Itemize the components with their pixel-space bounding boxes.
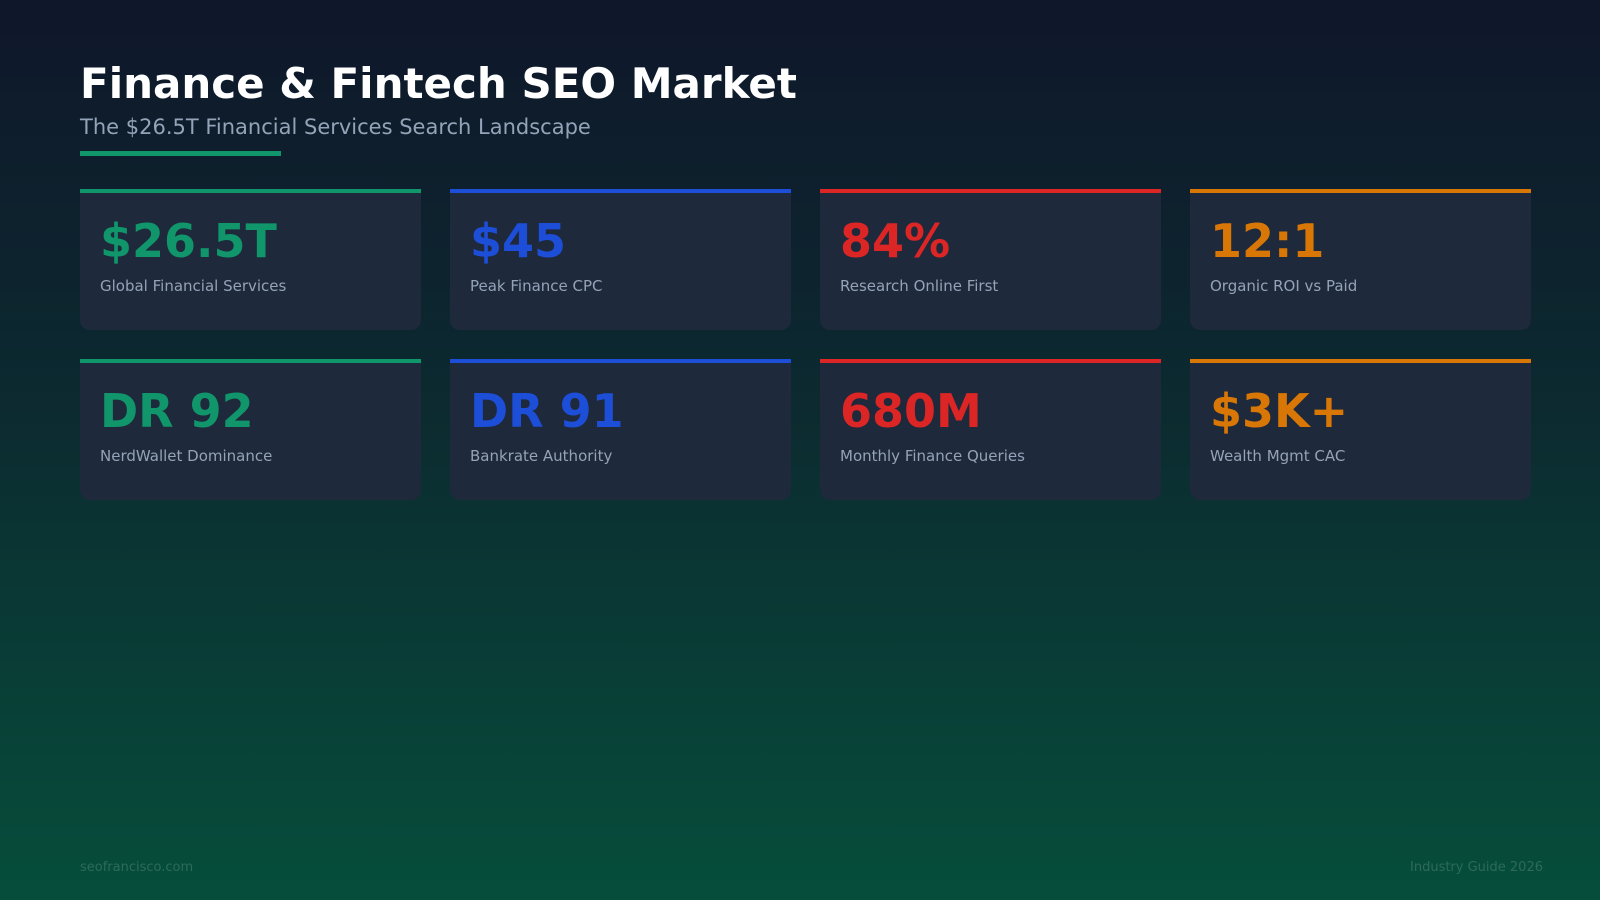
- stats-grid: $26.5T Global Financial Services $45 Pea…: [80, 189, 1531, 500]
- page-subtitle: The $26.5T Financial Services Search Lan…: [80, 115, 591, 139]
- stat-value: $3K+: [1210, 384, 1349, 438]
- stat-card: $3K+ Wealth Mgmt CAC: [1190, 359, 1531, 500]
- stat-value: $45: [470, 214, 567, 268]
- stat-label: Bankrate Authority: [470, 447, 613, 465]
- stat-card: 12:1 Organic ROI vs Paid: [1190, 189, 1531, 330]
- stat-card: 84% Research Online First: [820, 189, 1161, 330]
- stat-card: $45 Peak Finance CPC: [450, 189, 791, 330]
- footer-guide-label: Industry Guide 2026: [1410, 860, 1543, 875]
- accent-divider: [80, 151, 281, 156]
- stat-label: Global Financial Services: [100, 277, 287, 295]
- stat-label: Research Online First: [840, 277, 999, 295]
- header: Finance & Fintech SEO Market The $26.5T …: [80, 56, 797, 156]
- stat-value: 84%: [840, 214, 951, 268]
- stat-value: 12:1: [1210, 214, 1325, 268]
- stat-card: DR 92 NerdWallet Dominance: [80, 359, 421, 500]
- stat-card: $26.5T Global Financial Services: [80, 189, 421, 330]
- page-title: Finance & Fintech SEO Market: [80, 59, 797, 108]
- stat-value: $26.5T: [100, 214, 277, 268]
- stat-label: Organic ROI vs Paid: [1210, 277, 1358, 295]
- stat-label: Wealth Mgmt CAC: [1210, 447, 1346, 465]
- stat-value: DR 92: [100, 384, 254, 438]
- stat-label: NerdWallet Dominance: [100, 447, 273, 465]
- stat-value: DR 91: [470, 384, 624, 438]
- stat-card: DR 91 Bankrate Authority: [450, 359, 791, 500]
- stat-label: Peak Finance CPC: [470, 277, 603, 295]
- footer-site-link: seofrancisco.com: [80, 860, 194, 875]
- stat-card: 680M Monthly Finance Queries: [820, 359, 1161, 500]
- stat-label: Monthly Finance Queries: [840, 447, 1025, 465]
- stat-value: 680M: [840, 384, 982, 438]
